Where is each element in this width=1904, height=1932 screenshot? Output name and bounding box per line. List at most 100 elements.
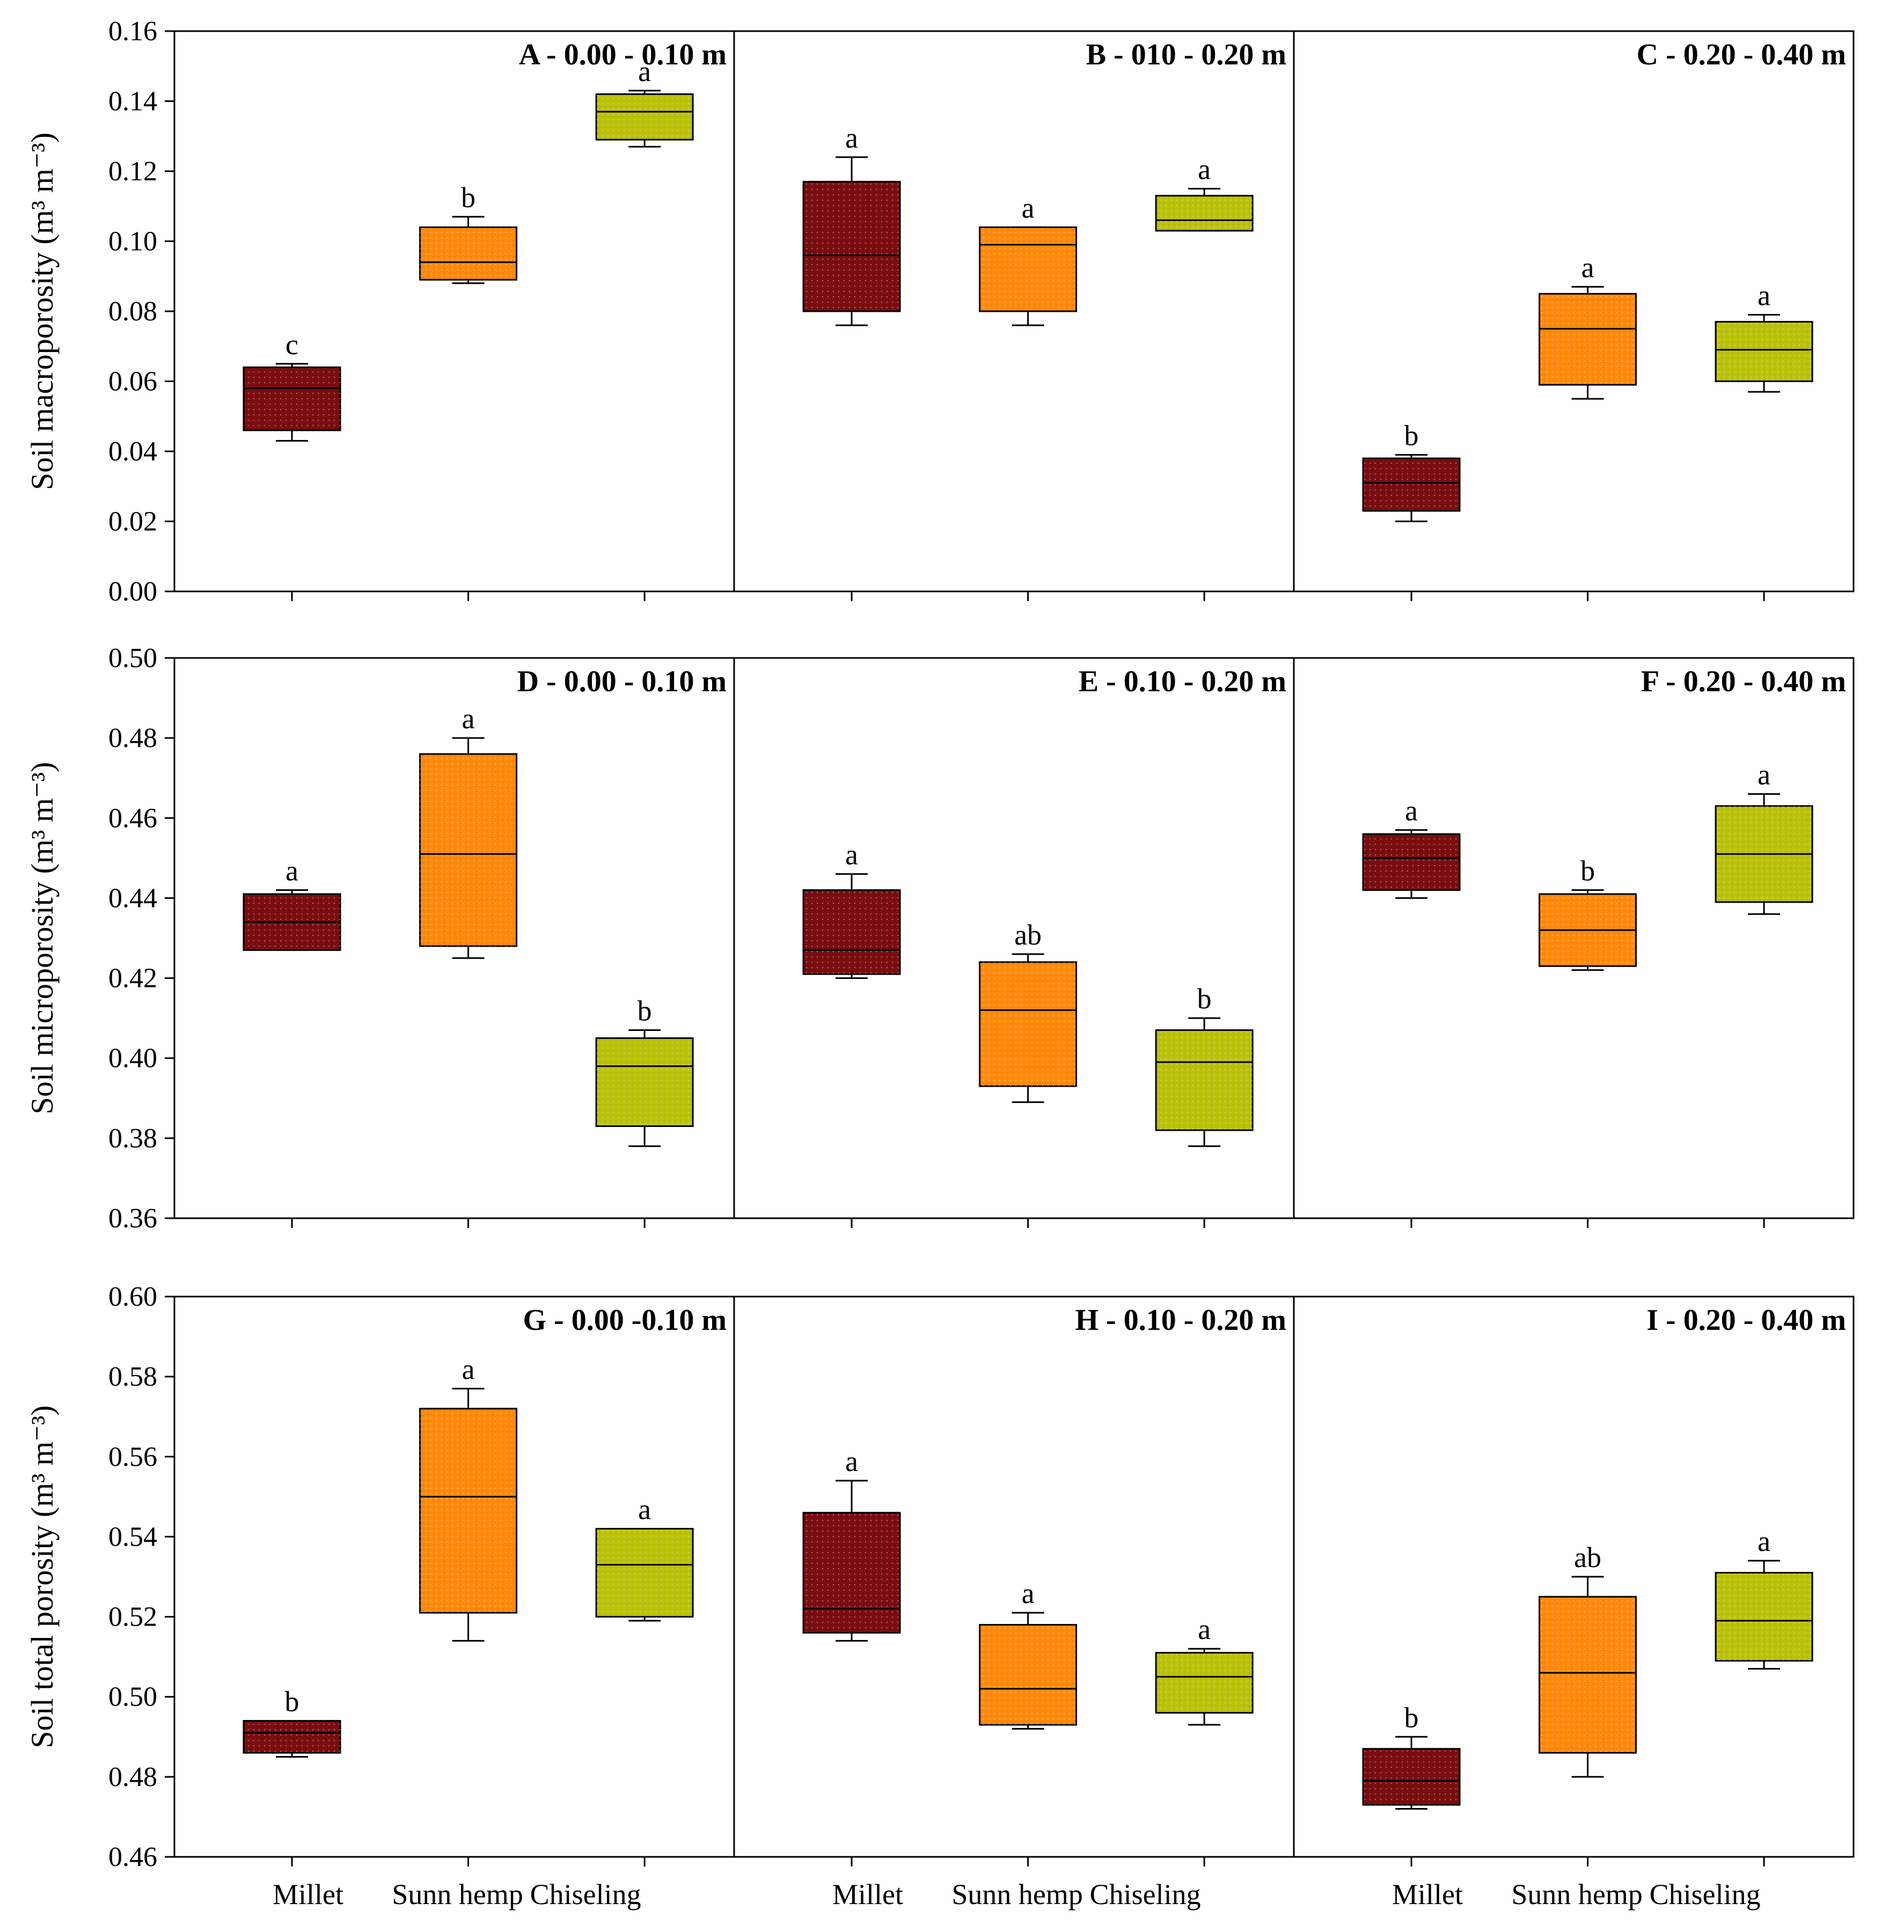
significance-letter: ab (1014, 919, 1042, 951)
box-texture (596, 1038, 693, 1126)
box-texture (420, 227, 517, 280)
box-texture (244, 1721, 341, 1753)
significance-letter: a (1757, 759, 1770, 791)
significance-letter: b (1580, 855, 1595, 887)
box-millet: b (1362, 420, 1461, 601)
panel-title: I - 0.20 - 0.40 m (1646, 1304, 1846, 1337)
y-tick-label: 0.50 (108, 1682, 157, 1713)
box-texture (1539, 1597, 1636, 1753)
significance-letter: a (1022, 1577, 1035, 1609)
box-millet: c (243, 328, 341, 601)
panel-b: B - 010 - 0.20 m a a a (733, 30, 1295, 601)
significance-letter: b (1404, 1701, 1419, 1733)
panel-frame (1293, 30, 1855, 592)
box-millet: b Millet (1362, 1701, 1463, 1911)
box-millet: a (802, 122, 901, 601)
y-tick-label: 0.40 (108, 1043, 157, 1074)
significance-letter: a (1198, 1613, 1211, 1645)
y-tick-label: 0.56 (108, 1441, 157, 1472)
significance-letter: c (285, 328, 298, 361)
y-tick-label: 0.46 (108, 1842, 157, 1872)
y-tick-label: 0.04 (108, 436, 157, 467)
box-texture (1156, 195, 1253, 231)
x-category-label: Millet (273, 1878, 343, 1911)
panel-h: H - 0.10 - 0.20 m a Millet a Sunn hemp a Chise… (733, 1296, 1295, 1911)
box-sunn-hemp: a (1539, 251, 1637, 601)
box-chiseling: a Chiseling (530, 1494, 694, 1911)
y-tick-label: 0.16 (108, 16, 157, 47)
y-tick-label: 0.44 (108, 883, 157, 913)
significance-letter: a (1405, 795, 1418, 827)
significance-letter: b (285, 1685, 299, 1717)
significance-letter: a (1757, 1525, 1770, 1557)
panel-title: F - 0.20 - 0.40 m (1641, 665, 1846, 698)
significance-letter: a (638, 1494, 651, 1526)
panel-f: F - 0.20 - 0.40 m a b a (1293, 657, 1855, 1228)
significance-letter: b (638, 995, 652, 1027)
box-sunn-hemp: b (1539, 855, 1637, 1228)
significance-letter: a (845, 1445, 858, 1477)
significance-letter: a (462, 702, 475, 735)
box-texture (803, 181, 900, 311)
panel-c: C - 0.20 - 0.40 m b a a (1293, 30, 1855, 601)
y-axis-title: Soil macroporosity (m³ m⁻³) (25, 133, 60, 490)
panel-a: A - 0.00 - 0.10 m c b a (173, 30, 735, 601)
significance-letter: a (285, 855, 298, 887)
panel-title: C - 0.20 - 0.40 m (1637, 38, 1846, 71)
panel-frame (1293, 1296, 1855, 1858)
y-tick-label: 0.42 (108, 963, 157, 994)
box-sunn-hemp: a Sunn hemp (951, 1577, 1083, 1911)
y-tick-label: 0.02 (108, 507, 157, 537)
y-tick-label: 0.06 (108, 367, 157, 397)
box-texture (596, 1528, 693, 1617)
box-millet: a (802, 839, 901, 1228)
panel-title: B - 010 - 0.20 m (1086, 38, 1286, 71)
significance-letter: a (462, 1353, 475, 1386)
y-tick-label: 0.38 (108, 1123, 157, 1154)
significance-letter: a (1581, 251, 1594, 283)
x-category-label: Chiseling (530, 1878, 641, 1911)
y-axis-title: Soil total porosity (m³ m⁻³) (25, 1406, 60, 1748)
significance-letter: a (845, 122, 858, 154)
box-chiseling: a (1715, 759, 1813, 1228)
box-sunn-hemp: ab (979, 919, 1078, 1228)
box-millet: b Millet (243, 1685, 343, 1911)
box-chiseling: a (595, 55, 694, 601)
y-tick-label: 0.46 (108, 803, 157, 833)
significance-letter: a (1022, 192, 1035, 224)
y-tick-label: 0.48 (108, 1762, 157, 1792)
significance-letter: b (1404, 420, 1419, 452)
box-sunn-hemp: a Sunn hemp (392, 1353, 523, 1911)
box-texture (596, 94, 693, 140)
box-millet: a (243, 855, 341, 1228)
y-tick-label: 0.14 (108, 86, 157, 117)
box-chiseling: a Chiseling (1650, 1525, 1813, 1911)
box-texture (1156, 1030, 1253, 1130)
y-tick-label: 0.58 (108, 1362, 157, 1392)
chart-row-0: 0.00 0.02 0.04 0.06 0.08 0.10 0.12 0.14 0.16 Soil… (25, 16, 1855, 607)
panel-title: H - 0.10 - 0.20 m (1075, 1304, 1286, 1337)
y-tick-label: 0.10 (108, 226, 157, 257)
chart-row-1: 0.36 0.38 0.40 0.42 0.44 0.46 0.48 0.50 Soil mic… (25, 643, 1855, 1234)
panel-frame (1293, 657, 1855, 1219)
box-texture (1363, 1748, 1460, 1805)
x-category-label: Sunn hemp (392, 1878, 523, 1911)
box-chiseling: a Chiseling (1090, 1613, 1254, 1911)
box-texture (803, 1512, 900, 1633)
significance-letter: b (1197, 983, 1212, 1015)
y-tick-label: 0.00 (108, 576, 157, 607)
box-millet: a (1362, 795, 1461, 1228)
x-category-label: Millet (1392, 1878, 1463, 1911)
y-tick-label: 0.08 (108, 296, 157, 327)
x-category-label: Chiseling (1090, 1878, 1201, 1911)
x-category-label: Chiseling (1650, 1878, 1761, 1911)
box-texture (420, 1408, 517, 1613)
panel-g: G - 0.00 -0.10 m b Millet a Sunn hemp a Chisel… (173, 1296, 735, 1911)
panel-title: D - 0.00 - 0.10 m (517, 665, 727, 698)
box-chiseling: a (1155, 153, 1254, 601)
box-texture (1716, 321, 1813, 382)
y-tick-label: 0.52 (108, 1602, 157, 1633)
box-sunn-hemp: b (419, 181, 518, 601)
y-tick-label: 0.36 (108, 1203, 157, 1234)
box-texture (1156, 1652, 1253, 1713)
